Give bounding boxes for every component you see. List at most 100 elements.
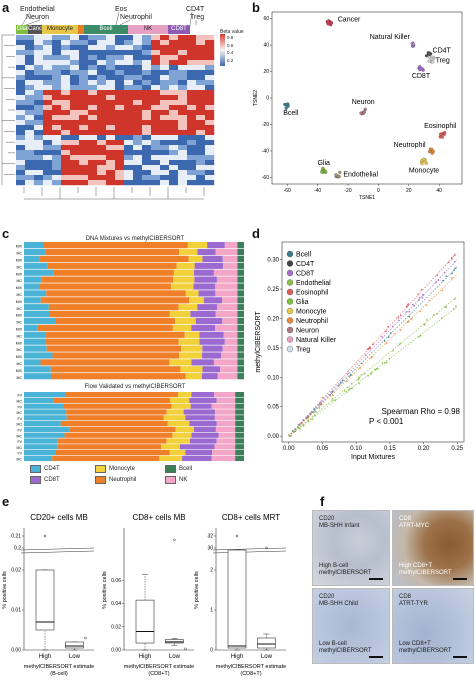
heatmap-cell <box>196 70 206 76</box>
heatmap-cell <box>79 170 89 176</box>
heatmap-cell <box>34 150 44 156</box>
heatmap-cell <box>160 40 170 46</box>
scatter-point <box>425 319 428 321</box>
heatmap-cell <box>196 90 206 96</box>
heatmap-cell <box>61 35 71 41</box>
stacked-bar-segment <box>53 269 174 276</box>
heatmap-cell <box>196 80 206 86</box>
heatmap-cell <box>16 135 26 141</box>
heatmap-cell <box>106 65 116 71</box>
y-tick-label: 0.10 <box>267 375 279 381</box>
heatmap-cell <box>187 175 197 181</box>
x-tick-label: 0.05 <box>317 446 329 452</box>
cluster-label: Cancer <box>338 17 361 24</box>
heatmap-cell <box>43 125 53 131</box>
heatmap-cell <box>151 170 161 176</box>
row-label: FV <box>18 452 23 456</box>
scatter-point <box>311 418 314 421</box>
heatmap-cell <box>160 70 170 76</box>
micrograph-cd8-high: CD8 ATRT-MYC High CD8+T methylCIBERSORT <box>392 510 474 586</box>
y-tick-label: 0.21 <box>11 534 21 540</box>
stacked-bar-segment <box>179 248 198 256</box>
heatmap-cell <box>205 85 215 91</box>
fit-line <box>288 266 458 437</box>
heatmap-cell <box>151 180 161 186</box>
y-tick-label: 1 <box>210 608 213 614</box>
scatter-point <box>385 361 388 364</box>
stacked-bar-segment <box>237 373 244 380</box>
heatmap-cell <box>196 65 206 71</box>
heatmap-cell <box>160 125 170 131</box>
heatmap-cell <box>151 55 161 61</box>
stacked-bar-segment <box>202 366 221 373</box>
y-tick-label: 60 <box>263 16 269 22</box>
heatmap-cell <box>52 165 62 171</box>
heatmap-cell <box>133 115 143 121</box>
heatmap-cell <box>88 180 98 186</box>
heatmap-cell <box>16 125 26 131</box>
heatmap-cell <box>70 50 80 56</box>
heatmap-cell <box>52 70 62 76</box>
heatmap-cell <box>34 155 44 161</box>
stacked-bar-segment <box>169 359 192 366</box>
heatmap-cell <box>97 85 107 91</box>
stacked-bar-segment <box>66 415 164 421</box>
row-label: MC <box>17 362 23 366</box>
heatmap-cell <box>151 140 161 146</box>
scatter-point <box>357 376 360 379</box>
heatmap-cell <box>16 120 26 126</box>
heatmap-cell <box>88 120 98 126</box>
y-axis-label: TSNE2 <box>253 90 259 106</box>
stacked-bar-segment <box>178 392 192 398</box>
panel-c-stacked-bars: MIX MC MIX MC MIX MC MIX MC MIX MC MIX MC MIX MC MIX MC… <box>16 242 244 462</box>
heatmap-cell <box>106 80 116 86</box>
stacked-bar-segment <box>194 262 224 269</box>
heatmap-cell <box>160 45 170 51</box>
stacked-bar-segment <box>172 432 192 438</box>
heatmap-cell <box>205 50 215 56</box>
heatmap-cell <box>43 75 53 81</box>
heatmap-cell <box>52 135 62 141</box>
heatmap-cell <box>70 170 80 176</box>
box <box>227 549 247 649</box>
scatter-point <box>385 330 387 333</box>
scatter-point <box>348 387 351 390</box>
scatter-point <box>408 315 411 318</box>
heatmap-cell <box>79 40 89 46</box>
heatmap-cell <box>79 135 89 141</box>
scale-bar <box>453 656 467 658</box>
legend-label: Neuron <box>296 328 319 335</box>
heatmap-cell <box>205 55 215 61</box>
legend-swatch <box>95 465 106 473</box>
stacked-bar-segment <box>213 269 238 276</box>
stacked-bar-segment <box>201 373 218 380</box>
heatmap-cell <box>124 55 134 61</box>
heatmap-cell <box>61 85 71 91</box>
heatmap-cell <box>115 165 125 171</box>
heatmap-cell <box>16 105 26 111</box>
stacked-bar-segment <box>44 242 188 249</box>
heatmap-cell <box>16 175 26 181</box>
heatmap-cell <box>169 160 179 166</box>
stacked-bar-segment <box>235 403 244 409</box>
heatmap-cell <box>124 170 134 176</box>
scatter-point <box>454 305 457 308</box>
heatmap-cell <box>43 160 53 166</box>
row-label: MC <box>17 400 23 404</box>
heatmap-cell <box>196 45 206 51</box>
heatmap-cell <box>16 145 26 151</box>
heatmap-cell <box>115 180 125 186</box>
tsne-point <box>362 110 366 114</box>
box <box>257 637 276 649</box>
heatmap-cell <box>160 175 170 181</box>
heatmap-cell <box>160 95 170 101</box>
heatmap-cell <box>196 110 206 116</box>
boxplot-title: CD8+ cells MB <box>132 513 185 522</box>
heatmap-cell <box>61 170 71 176</box>
heatmap-cell <box>70 145 80 151</box>
heatmap-label-leaders <box>21 11 197 26</box>
row-label: MIX <box>16 300 23 304</box>
tsne-point <box>431 149 435 154</box>
heatmap-cell <box>97 95 107 101</box>
